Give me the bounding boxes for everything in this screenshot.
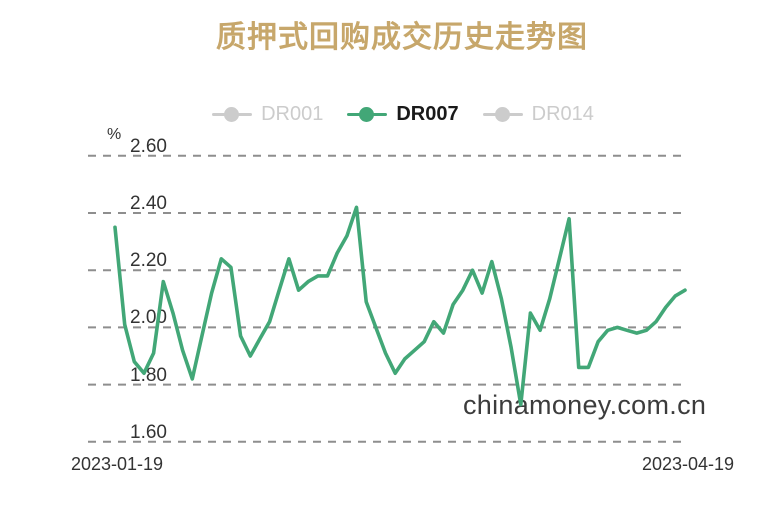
legend-item-dr001[interactable]: DR001 [212,103,323,125]
y-axis-unit-label: % [107,126,122,143]
legend-item-label: DR007 [396,103,459,125]
legend-item-dr007[interactable]: DR007 [347,103,459,125]
legend-line-dot-icon [347,106,388,122]
legend-item-label: DR014 [531,103,594,125]
y-tick-label: 2.20 [130,250,167,272]
dr007-series-line[interactable] [113,205,687,407]
watermark-chinamoney: chinamoney.com.cn [463,390,707,420]
legend: DR001 DR007 DR014 [0,103,776,125]
legend-item-label: DR001 [261,103,324,125]
legend-item-dr014[interactable]: DR014 [482,103,594,125]
x-axis-end-date: 2023-04-19 [641,454,735,474]
x-axis-start-date: 2023-01-19 [70,454,164,474]
y-tick-label: 2.40 [130,193,167,214]
chart-title: 质押式回购成交历史走势图 [216,21,588,54]
y-tick-label: 2.60 [130,135,167,157]
y-tick-label: 1.60 [130,421,167,443]
legend-line-dot-icon [482,106,523,122]
legend-line-dot-icon [212,106,253,122]
